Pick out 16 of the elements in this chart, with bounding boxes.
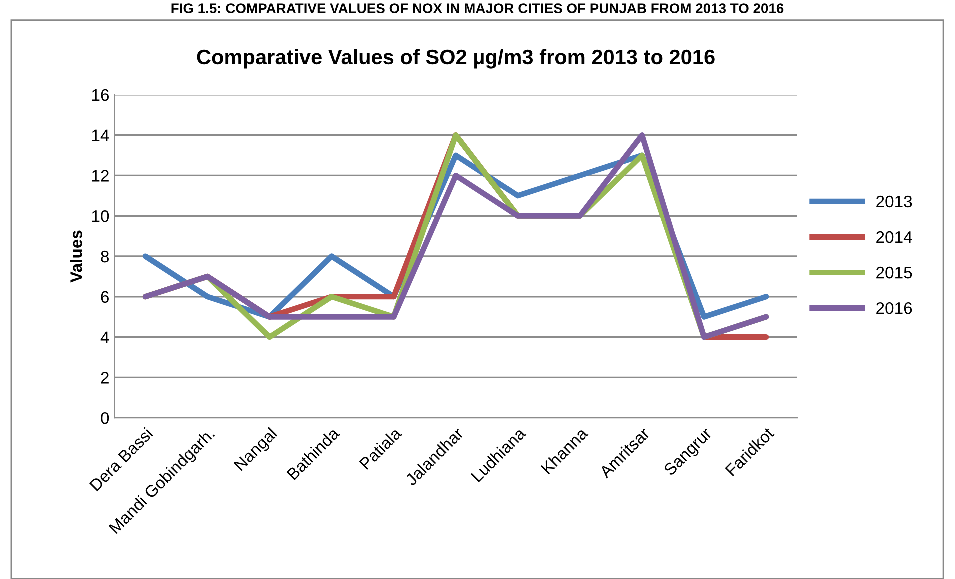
y-tick-label: 8 [101, 250, 110, 263]
chart-title: Comparative Values of SO2 µg/m3 from 2013 to 2016 [197, 49, 715, 69]
y-tick-label: 2 [101, 372, 109, 384]
y-tick-label: 12 [92, 170, 109, 182]
y-tick-label: 10 [92, 210, 110, 222]
y-tick-label: 0 [101, 412, 110, 424]
legend-label: 2014 [876, 231, 912, 244]
legend-label: 2015 [876, 266, 912, 279]
y-tick-label: 6 [101, 291, 110, 304]
legend-label: 2016 [876, 302, 912, 314]
legend-label: 2013 [876, 196, 912, 208]
caption: FIG 1.5: COMPARATIVE VALUES OF NOX IN MAJOR CITIES OF PUNJAB FROM 2013 TO 2016 [172, 4, 784, 14]
y-tick-label: 4 [100, 332, 110, 344]
y-axis-title: Values [70, 230, 82, 283]
y-tick-label: 16 [92, 89, 110, 102]
y-tick-label: 14 [92, 130, 110, 142]
